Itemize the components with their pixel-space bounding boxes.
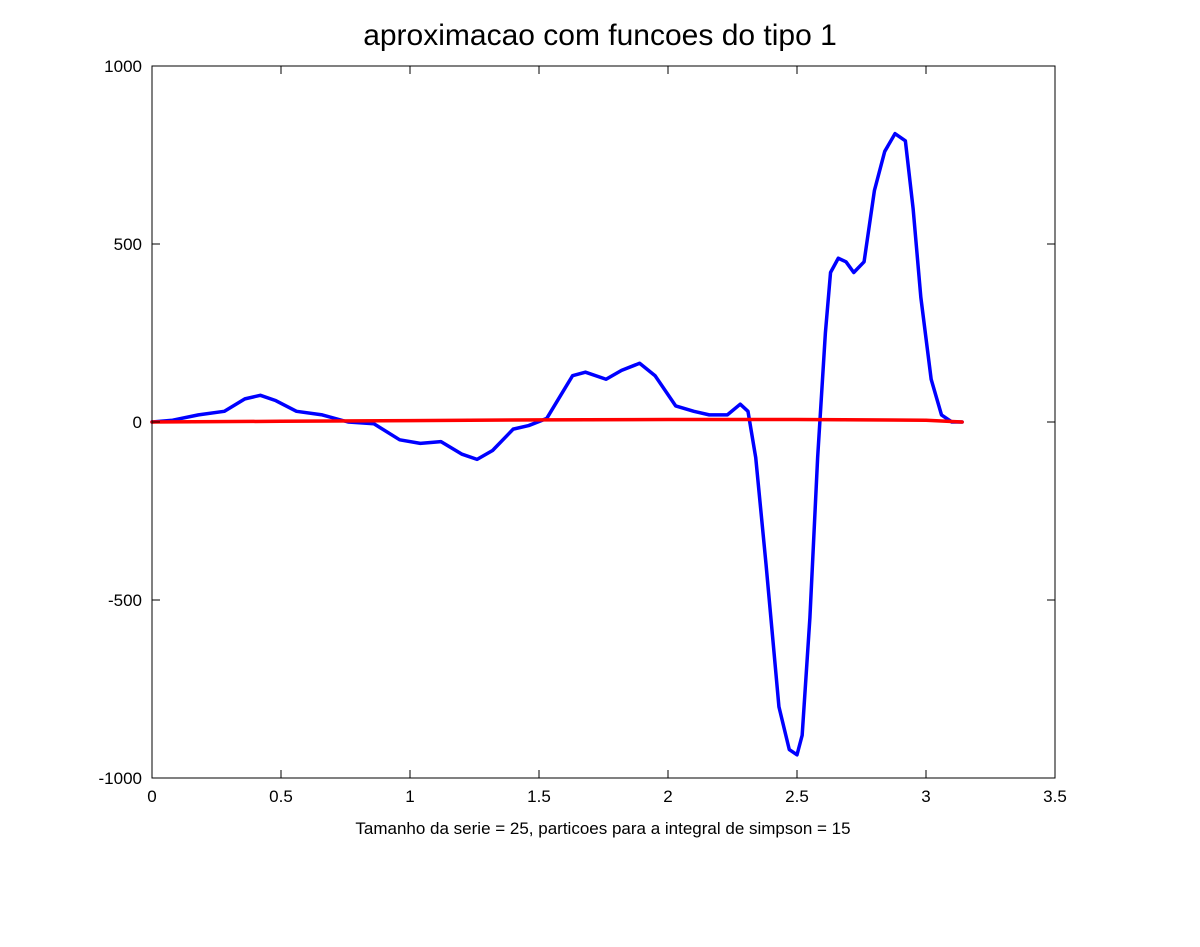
series-line-2 xyxy=(150,417,964,424)
ticks-layer: 0 0.5 1 1.5 2 2.5 3 3.5 1000 500 0 -500 -1000 xyxy=(99,57,1067,806)
x-tick-label: 2 xyxy=(663,787,672,806)
chart-title: aproximacao com funcoes do tipo 1 xyxy=(363,19,837,52)
series-line-1 xyxy=(150,131,964,757)
y-tick-label: 0 xyxy=(133,413,142,432)
x-tick-label: 1.5 xyxy=(527,787,551,806)
y-tick-label: 1000 xyxy=(104,57,142,76)
x-tick-label: 2.5 xyxy=(785,787,809,806)
y-tick-label: 500 xyxy=(114,235,142,254)
x-axis-label: Tamanho da serie = 25, particoes para a … xyxy=(355,819,850,838)
x-tick-label: 3 xyxy=(921,787,930,806)
x-tick-label: 0.5 xyxy=(269,787,293,806)
x-tick-label: 3.5 xyxy=(1043,787,1067,806)
plot-frame xyxy=(151,65,1056,779)
y-tick-label: -1000 xyxy=(99,769,142,788)
x-tick-label: 1 xyxy=(405,787,414,806)
x-tick-label: 0 xyxy=(147,787,156,806)
series-layer xyxy=(150,131,964,757)
y-tick-label: -500 xyxy=(108,591,142,610)
